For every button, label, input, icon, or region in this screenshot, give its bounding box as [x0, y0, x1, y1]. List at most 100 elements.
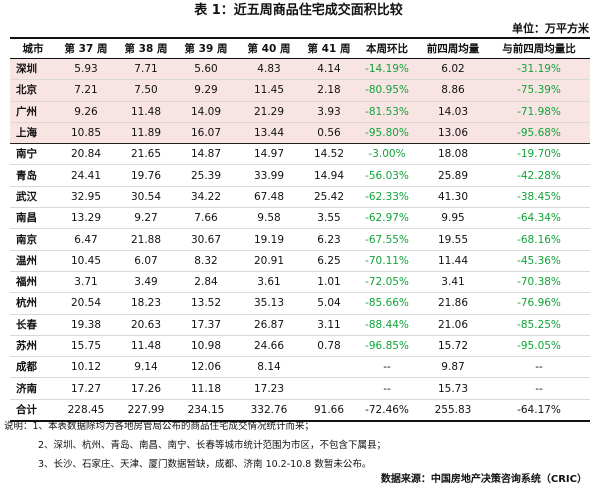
- city-name: 北京: [10, 79, 56, 102]
- city-name: 苏州: [10, 335, 56, 358]
- week-41-cell: 3.11: [302, 314, 356, 336]
- table-row: 长春 19.38 20.63 17.37 26.87 3.11 -88.44% 21.06 -8…: [10, 314, 590, 336]
- week-41-cell: [302, 377, 356, 400]
- week-40-cell: 13.44: [236, 122, 302, 145]
- vs-four-week-average-cell: -31.19%: [488, 58, 590, 81]
- city-name: 济南: [10, 377, 56, 400]
- four-week-average-cell: 18.08: [418, 143, 488, 166]
- week-41-cell: 0.78: [302, 335, 356, 358]
- total-week-39: 234.15: [176, 398, 236, 423]
- week-39-cell: 5.60: [176, 58, 236, 81]
- week-37-cell: 7.21: [56, 79, 116, 102]
- week-39-cell: 7.66: [176, 207, 236, 230]
- total-week-41: 91.66: [302, 398, 356, 423]
- week-over-week-cell: -67.55%: [356, 228, 418, 251]
- vs-four-week-average-cell: -71.98%: [488, 101, 590, 123]
- four-week-average-cell: 9.95: [418, 207, 488, 230]
- note-2: 2、深圳、杭州、青岛、南昌、南宁、长春等城市统计范围为市区，不包含下属县；: [38, 440, 387, 451]
- week-38-cell: 7.71: [116, 58, 176, 81]
- week-38-cell: 11.48: [116, 335, 176, 358]
- city-name: 上海: [10, 122, 56, 145]
- total-four-week-average: 255.83: [418, 398, 488, 423]
- table-row: 济南 17.27 17.26 11.18 17.23 -- 15.73 --: [10, 377, 590, 400]
- week-41-cell: 5.04: [302, 292, 356, 315]
- table-row: 苏州 15.75 11.48 10.98 24.66 0.78 -96.85% 15.72 -9…: [10, 335, 590, 358]
- total-week-40: 332.76: [236, 398, 302, 423]
- week-over-week-cell: -72.05%: [356, 271, 418, 294]
- week-40-cell: 33.99: [236, 164, 302, 187]
- week-38-cell: 3.49: [116, 271, 176, 294]
- week-over-week-cell: -80.95%: [356, 79, 418, 102]
- week-41-cell: 2.18: [302, 79, 356, 102]
- week-39-cell: 34.22: [176, 186, 236, 209]
- week-39-cell: 30.67: [176, 228, 236, 251]
- week-40-cell: 9.58: [236, 207, 302, 230]
- four-week-average-cell: 3.41: [418, 271, 488, 294]
- week-over-week-cell: -95.80%: [356, 122, 418, 145]
- table-row: 深圳 5.93 7.71 5.60 4.83 4.14 -14.19% 6.02 -31.19%: [10, 58, 590, 81]
- week-over-week-cell: -85.66%: [356, 292, 418, 315]
- week-over-week-cell: -70.11%: [356, 250, 418, 272]
- four-week-average-cell: 15.73: [418, 377, 488, 400]
- week-41-cell: [302, 356, 356, 379]
- week-41-cell: 6.25: [302, 250, 356, 272]
- week-37-cell: 10.85: [56, 122, 116, 145]
- week-41-cell: 1.01: [302, 271, 356, 294]
- note-1: 说明：1、本表数据除均为各地房管局公布的商品住宅成交情况统计而来；: [4, 421, 315, 432]
- week-37-cell: 13.29: [56, 207, 116, 230]
- transaction-area-table: 城市 第 37 周 第 38 周 第 39 周 第 40 周 第 41 周 本周…: [10, 37, 590, 423]
- table-row: 南京 6.47 21.88 30.67 19.19 6.23 -67.55% 19.55 -68…: [10, 228, 590, 251]
- table-row: 上海 10.85 11.89 16.07 13.44 0.56 -95.80% 13.06 -9…: [10, 122, 590, 145]
- notes: 说明：1、本表数据除均为各地房管局公布的商品住宅成交情况统计而来； 2、深圳、杭…: [4, 417, 594, 474]
- week-40-cell: 19.19: [236, 228, 302, 251]
- week-38-cell: 30.54: [116, 186, 176, 209]
- week-40-cell: 11.45: [236, 79, 302, 102]
- city-name: 武汉: [10, 186, 56, 209]
- total-label: 合计: [10, 398, 56, 423]
- four-week-average-cell: 21.86: [418, 292, 488, 315]
- data-source: 数据来源：中国房地产决策咨询系统（CRIC）: [380, 474, 587, 485]
- week-41-cell: 3.93: [302, 101, 356, 123]
- vs-four-week-average-cell: -64.34%: [488, 207, 590, 230]
- week-39-cell: 25.39: [176, 164, 236, 187]
- week-37-cell: 3.71: [56, 271, 116, 294]
- week-39-cell: 14.09: [176, 101, 236, 123]
- week-37-cell: 24.41: [56, 164, 116, 187]
- vs-four-week-average-cell: -68.16%: [488, 228, 590, 251]
- week-37-cell: 9.26: [56, 101, 116, 123]
- week-39-cell: 17.37: [176, 314, 236, 336]
- total-week-37: 228.45: [56, 398, 116, 423]
- week-37-cell: 6.47: [56, 228, 116, 251]
- note-3: 3、长沙、石家庄、天津、厦门数据暂缺，成都、济南 10.2-10.8 数暂未公布…: [38, 459, 372, 470]
- week-37-cell: 17.27: [56, 377, 116, 400]
- vs-four-week-average-cell: -70.38%: [488, 271, 590, 294]
- week-38-cell: 21.88: [116, 228, 176, 251]
- week-37-cell: 10.12: [56, 356, 116, 379]
- week-39-cell: 11.18: [176, 377, 236, 400]
- table-body: 深圳 5.93 7.71 5.60 4.83 4.14 -14.19% 6.02 -31.19%…: [10, 58, 590, 400]
- week-over-week-cell: -88.44%: [356, 314, 418, 336]
- vs-four-week-average-cell: -95.05%: [488, 335, 590, 358]
- vs-four-week-average-cell: -85.25%: [488, 314, 590, 336]
- vs-four-week-average-cell: -19.70%: [488, 143, 590, 166]
- header-row: 城市 第 37 周 第 38 周 第 39 周 第 40 周 第 41 周 本周…: [10, 37, 590, 59]
- city-name: 温州: [10, 250, 56, 272]
- table-row: 青岛 24.41 19.76 25.39 33.99 14.94 -56.03% 25.89-…: [10, 164, 590, 187]
- header-week-over-week: 本周环比: [356, 37, 418, 59]
- week-40-cell: 21.29: [236, 101, 302, 123]
- week-39-cell: 8.32: [176, 250, 236, 272]
- week-40-cell: 17.23: [236, 377, 302, 400]
- week-37-cell: 32.95: [56, 186, 116, 209]
- week-39-cell: 16.07: [176, 122, 236, 145]
- week-38-cell: 11.48: [116, 101, 176, 123]
- week-37-cell: 19.38: [56, 314, 116, 336]
- week-over-week-cell: --: [356, 377, 418, 400]
- week-41-cell: 0.56: [302, 122, 356, 145]
- week-38-cell: 7.50: [116, 79, 176, 102]
- four-week-average-cell: 8.86: [418, 79, 488, 102]
- week-41-cell: 4.14: [302, 58, 356, 81]
- header-week-38: 第 38 周: [116, 37, 176, 59]
- week-over-week-cell: --: [356, 356, 418, 379]
- vs-four-week-average-cell: -38.45%: [488, 186, 590, 209]
- week-37-cell: 10.45: [56, 250, 116, 272]
